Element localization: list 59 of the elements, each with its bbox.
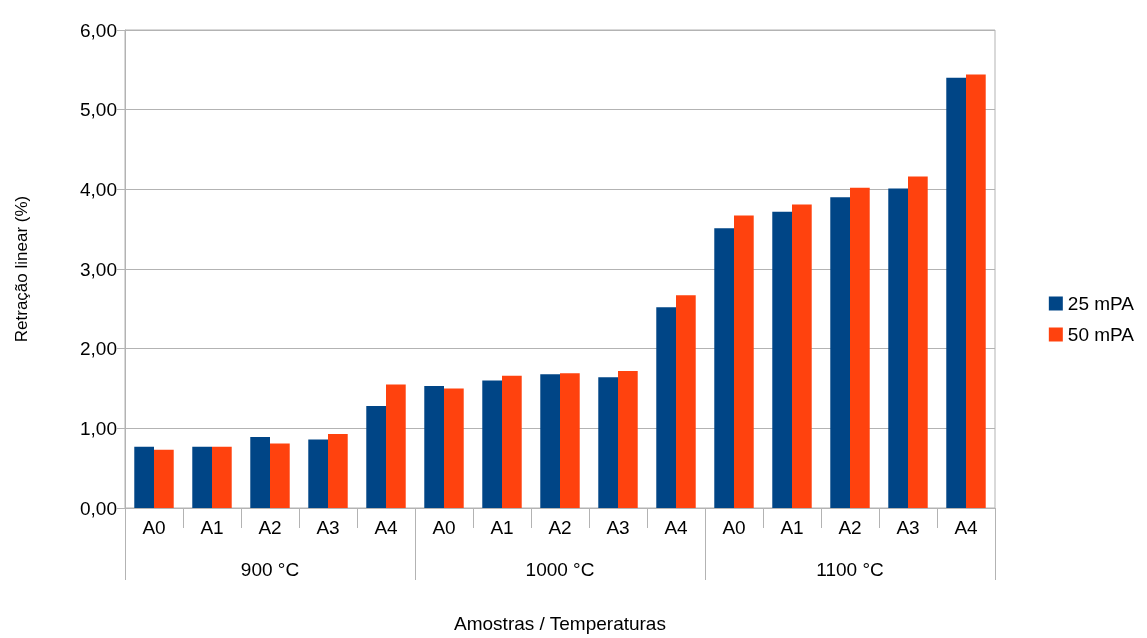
bar [966, 74, 986, 508]
y-tick-label: 0,00 [80, 497, 117, 519]
bar [946, 77, 966, 508]
x-tick-label: A0 [142, 517, 166, 538]
x-tick-label: A4 [374, 517, 399, 538]
text: 1000 °C [525, 559, 595, 580]
text: 1100 °C [816, 559, 884, 580]
bar [888, 188, 908, 508]
bar [656, 307, 676, 508]
y-tick-label: 2,00 [80, 338, 117, 360]
y-tick-label: 5,00 [80, 99, 117, 121]
bar [772, 211, 792, 508]
bar [598, 377, 618, 508]
bar [830, 197, 850, 508]
bar [444, 388, 464, 508]
bar [540, 374, 560, 508]
bar [212, 446, 232, 508]
bar [850, 187, 870, 508]
x-tick-label: A1 [200, 517, 224, 538]
y-tick-label: 1,00 [80, 417, 117, 439]
x-tick-label: A3 [896, 517, 920, 538]
bar [270, 443, 290, 508]
bar [734, 215, 754, 508]
bar [154, 449, 174, 508]
bar [250, 437, 270, 508]
x-tick-label: A2 [258, 517, 282, 538]
bar [192, 446, 212, 508]
bar [308, 439, 328, 508]
x-axis-title: Amostras / Temperaturas [454, 613, 666, 634]
bar [792, 204, 812, 508]
x-tick-label: A0 [722, 517, 746, 538]
bar [676, 295, 696, 508]
bar [502, 375, 522, 508]
x-tick-label: A4 [664, 517, 689, 538]
x-tick-label: A2 [838, 517, 862, 538]
bar [134, 446, 154, 508]
bar [328, 433, 348, 508]
bar [560, 373, 580, 508]
x-tick-label: A0 [432, 517, 456, 538]
legend-label: 25 mPA [1067, 293, 1135, 314]
y-tick-label: 4,00 [80, 178, 117, 200]
bar [482, 380, 502, 508]
y-tick-label: 6,00 [80, 19, 117, 41]
legend-label: 50 mPA [1067, 324, 1135, 345]
x-tick-label: A2 [548, 517, 572, 538]
y-tick-label: 3,00 [80, 258, 117, 280]
x-tick-label: A4 [954, 517, 979, 538]
bar [908, 176, 928, 508]
x-tick-label: A1 [490, 517, 514, 538]
bar [714, 228, 734, 508]
bar [618, 370, 638, 508]
text: 900 °C [240, 559, 300, 580]
bar [386, 384, 406, 508]
x-tick-label: A1 [780, 517, 804, 538]
bar [366, 406, 386, 508]
x-tick-label: A3 [316, 517, 340, 538]
bar [424, 386, 444, 508]
x-tick-label: A3 [606, 517, 630, 538]
y-axis-title: Retração linear (%) [12, 195, 31, 343]
